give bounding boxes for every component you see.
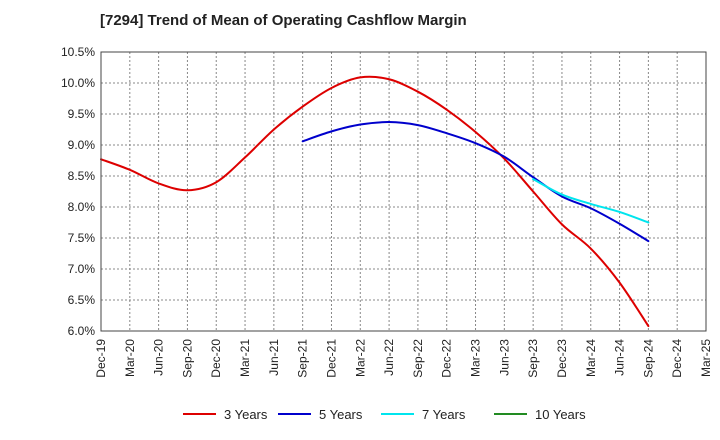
x-tick-label: Sep-21 (296, 339, 310, 378)
x-tick-label: Jun-20 (152, 339, 166, 376)
x-tick-label: Dec-23 (555, 339, 569, 378)
x-tick-label: Dec-21 (324, 339, 338, 378)
y-tick-label: 10.0% (61, 76, 95, 90)
series-line-7-years (532, 178, 650, 224)
x-tick-label: Sep-22 (411, 339, 425, 378)
plot-frame (100, 51, 707, 332)
x-tick-label: Sep-20 (180, 339, 194, 378)
chart-title: [7294] Trend of Mean of Operating Cashfl… (100, 12, 467, 29)
x-tick-label: Jun-22 (382, 339, 396, 376)
x-tick-label: Jun-21 (267, 339, 281, 376)
x-tick-label: Mar-21 (238, 339, 252, 377)
series-lines (100, 75, 650, 328)
y-tick-label: 6.0% (68, 324, 96, 338)
x-tick-label: Mar-20 (123, 339, 137, 377)
legend-label: 7 Years (422, 407, 466, 422)
y-tick-label: 6.5% (68, 293, 96, 307)
y-tick-label: 9.5% (68, 107, 96, 121)
x-tick-label: Mar-23 (469, 339, 483, 377)
x-tick-label: Dec-19 (94, 339, 108, 378)
series-line-3-years (100, 75, 650, 328)
grid-lines (100, 51, 707, 332)
y-tick-label: 8.5% (68, 169, 96, 183)
y-tick-label: 7.5% (68, 231, 96, 245)
x-tick-label: Jun-24 (613, 339, 627, 376)
x-tick-label: Dec-20 (209, 339, 223, 378)
x-tick-label: Dec-22 (440, 339, 454, 378)
x-tick-label: Mar-25 (699, 339, 713, 377)
x-axis-ticks: Dec-19 Mar-20 Jun-20 Sep-20 Dec-20 Mar-21 Jun-… (94, 339, 713, 378)
x-tick-label: Jun-23 (497, 339, 511, 376)
x-tick-label: Dec-24 (670, 339, 684, 378)
y-tick-label: 8.0% (68, 200, 96, 214)
legend: 3 Years 5 Years 7 Years 10 Years (183, 407, 586, 422)
x-tick-label: Mar-24 (584, 339, 598, 377)
legend-label: 10 Years (535, 407, 586, 422)
y-tick-label: 7.0% (68, 262, 96, 276)
legend-label: 5 Years (319, 407, 363, 422)
y-axis-ticks: 6.0% 6.5% 7.0% 7.5% 8.0% 8.5% 9.0% 9.5% 10.0% 10.… (61, 45, 95, 338)
y-tick-label: 9.0% (68, 138, 96, 152)
x-tick-label: Sep-23 (526, 339, 540, 378)
x-tick-label: Mar-22 (353, 339, 367, 377)
legend-label: 3 Years (224, 407, 268, 422)
x-tick-label: Sep-24 (641, 339, 655, 378)
y-tick-label: 10.5% (61, 45, 95, 59)
series-line-5-years (301, 121, 650, 243)
